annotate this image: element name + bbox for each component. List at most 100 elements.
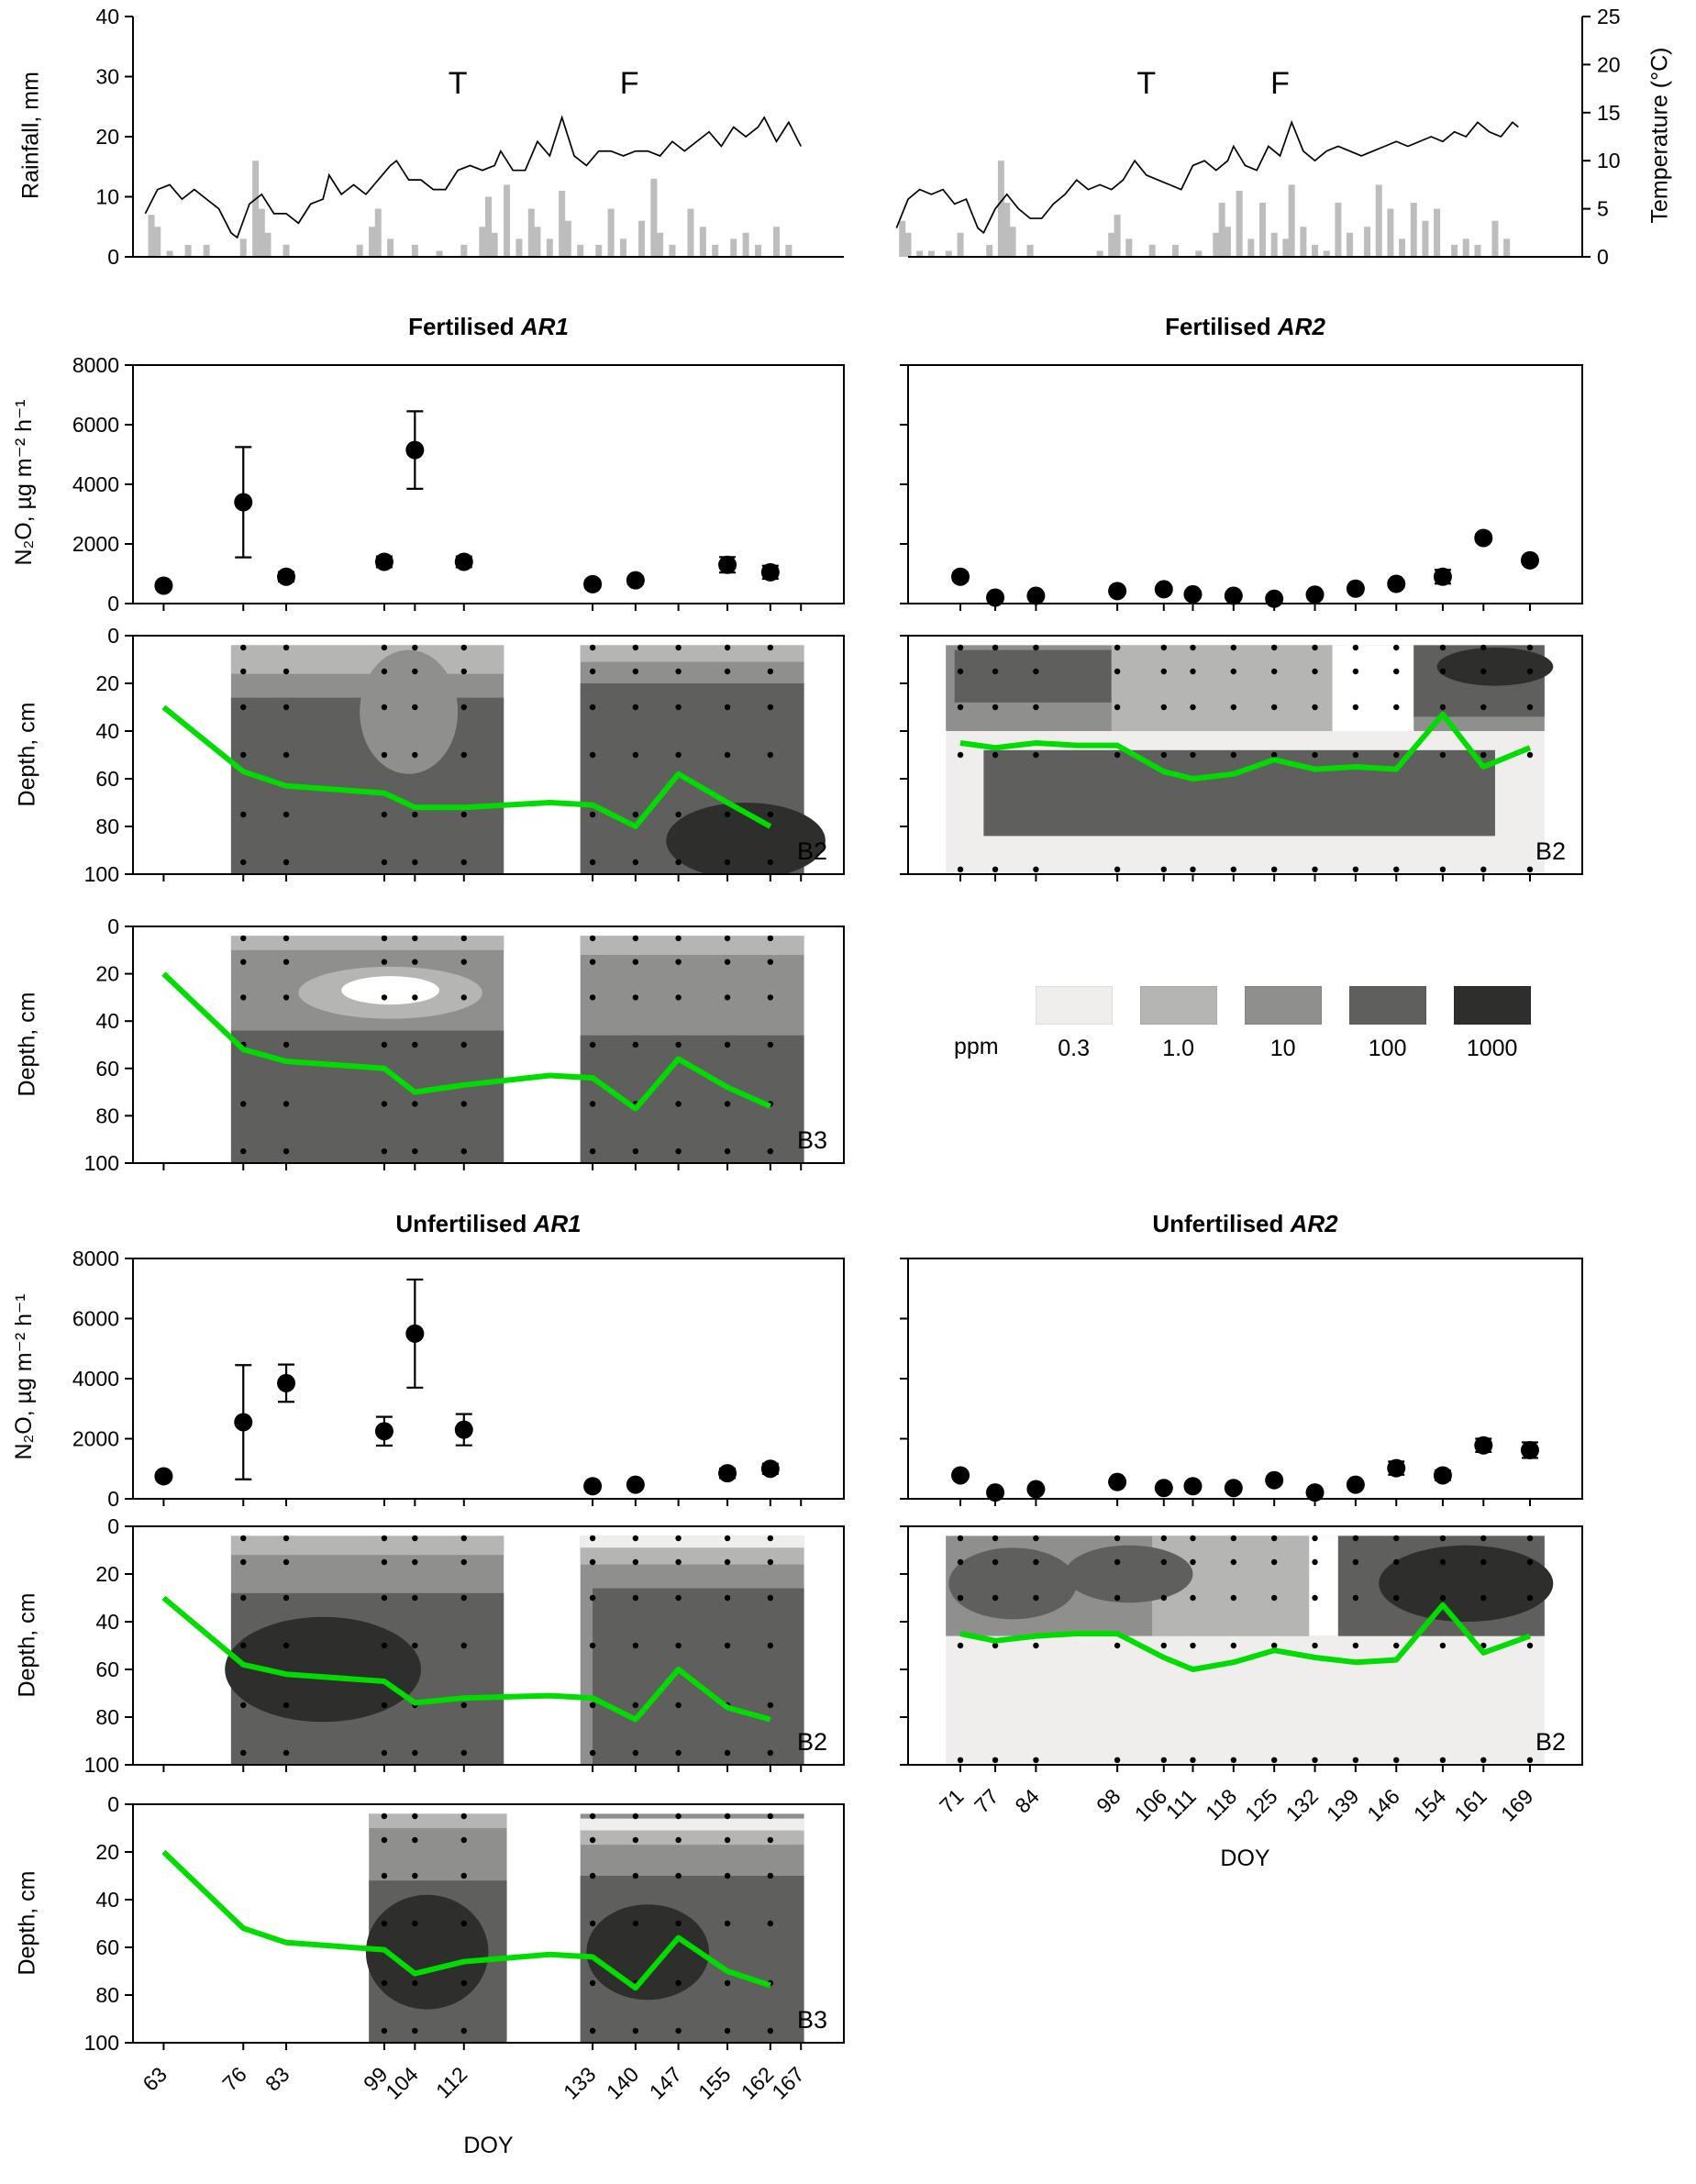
event-annotation: T (449, 66, 468, 101)
legend-level: 10 (1244, 986, 1322, 1062)
soil-gas-contour-unfertilised-ar1-b3: 0 20 40 60 80 100 63 76 83 99 104 112 133 140 147 155 16… (84, 1792, 845, 2104)
n2o-axis-label-unfertilised: N₂O, µg m⁻² h⁻¹ (11, 1293, 37, 1460)
n2o-axis-label-fertilised: N₂O, µg m⁻² h⁻¹ (11, 399, 37, 566)
soil-gas-contour-unfertilised-ar1-b2: 0 20 40 60 80 100 B2 (84, 1514, 845, 1777)
rain-bars (899, 161, 1511, 257)
depth-axis-label-unf-b3: Depth, cm (14, 1870, 40, 1976)
sample-point-dots (957, 644, 1534, 872)
depth-axis-label-fert-b3: Depth, cm (14, 992, 40, 1097)
title-em: AR2 (1277, 313, 1325, 340)
contour-field (225, 1535, 804, 1765)
doy-tick-label: 155 (693, 2062, 736, 2104)
svg-text:25: 25 (1597, 5, 1621, 28)
doy-tick-label: 118 (1201, 1784, 1241, 1824)
svg-text:40: 40 (95, 719, 119, 743)
doy-tick-label: 77 (970, 1784, 1003, 1817)
svg-text:60: 60 (95, 767, 119, 791)
n2o-flux-chart-unfertilised-ar2 (900, 1258, 1583, 1506)
svg-text:10: 10 (95, 185, 119, 209)
svg-text:80: 80 (95, 815, 119, 838)
block-label: B2 (1535, 837, 1566, 865)
contour-field (946, 1535, 1554, 1765)
n2o-flux-chart-fertilised-ar2 (900, 364, 1583, 611)
doy-tick-label: 111 (1161, 1784, 1201, 1824)
legend-swatches: 0.3 1.0 10 100 1000 (1035, 986, 1531, 1062)
chart-canvas: 0 20 40 60 80 100 B3 (84, 915, 845, 1175)
sample-point-dots (957, 1535, 1534, 1763)
water-table-line (161, 971, 772, 1112)
rain-bars (148, 161, 793, 257)
depth-axis-label-fert-b2: Depth, cm (14, 702, 40, 807)
block-label: B2 (1535, 1728, 1566, 1756)
chart-canvas: 0 5 10 15 20 25 T F (895, 5, 1621, 269)
doy-tick-label: 98 (1092, 1784, 1125, 1817)
depth-axis-label-unf-b2: Depth, cm (14, 1592, 40, 1698)
doy-tick-label: 104 (381, 2062, 423, 2104)
sample-point-dots (240, 935, 774, 1155)
legend-level: 100 (1348, 986, 1426, 1062)
legend-swatch (1035, 986, 1113, 1025)
unfertilised-ar1-title: Unfertilised AR1 (133, 1210, 844, 1238)
svg-text:10: 10 (1597, 149, 1621, 172)
svg-text:4000: 4000 (72, 472, 119, 496)
flux-points (154, 1278, 780, 1496)
doy-tick-label: 169 (1496, 1784, 1538, 1826)
flux-points (154, 410, 780, 595)
svg-text:40: 40 (95, 5, 119, 28)
sample-point-dots (240, 644, 774, 866)
svg-text:80: 80 (95, 1705, 119, 1729)
legend-swatch (1348, 986, 1426, 1025)
svg-text:6000: 6000 (72, 413, 119, 437)
doy-tick-label: 140 (602, 2062, 644, 2104)
doy-axis-title-right: DOY (1220, 1846, 1270, 1871)
doy-tick-label: 133 (559, 2062, 601, 2104)
legend-level: 0.3 (1035, 986, 1113, 1062)
flux-points (951, 1436, 1539, 1502)
svg-text:40: 40 (95, 1009, 119, 1033)
temperature-axis-label: Temperature (°C) (1646, 47, 1673, 224)
water-table-line (161, 1595, 771, 1723)
svg-text:2000: 2000 (72, 1427, 119, 1451)
legend-title: ppm (954, 1034, 999, 1059)
legend-swatch (1244, 986, 1322, 1025)
svg-text:15: 15 (1597, 101, 1621, 125)
doy-tick-label: 154 (1409, 1784, 1451, 1826)
svg-text:2000: 2000 (72, 532, 119, 556)
rainfall-temperature-chart-ar1: 0 10 20 30 40 T F (95, 5, 844, 269)
svg-text:0: 0 (107, 1487, 119, 1511)
svg-text:20: 20 (95, 671, 119, 695)
title-text: Unfertilised (395, 1210, 534, 1237)
chart-canvas: 0 2000 4000 6000 8000 (72, 1247, 845, 1511)
doy-tick-label: 76 (217, 2062, 250, 2095)
temperature-line (895, 119, 1519, 235)
svg-text:80: 80 (95, 1103, 119, 1127)
svg-text:0: 0 (107, 245, 119, 269)
rainfall-temperature-chart-ar2: 0 5 10 15 20 25 T F (895, 5, 1621, 269)
svg-text:0: 0 (1597, 245, 1609, 269)
svg-text:0: 0 (107, 592, 119, 615)
title-text: Unfertilised (1152, 1210, 1291, 1237)
svg-text:30: 30 (95, 65, 119, 89)
doy-tick-label: 83 (260, 2062, 294, 2095)
chart-canvas (900, 1258, 1583, 1506)
soil-gas-contour-fertilised-ar2-b2: B2 (900, 635, 1583, 881)
fertilised-ar2-title: Fertilised AR2 (908, 313, 1582, 341)
n2o-flux-chart-fertilised-ar1: 0 2000 4000 6000 8000 (72, 353, 845, 615)
svg-text:8000: 8000 (72, 353, 119, 377)
block-label: B2 (797, 837, 827, 865)
legend-level: 1.0 (1139, 986, 1217, 1062)
doy-tick-label: 125 (1240, 1784, 1282, 1826)
svg-text:40: 40 (95, 1610, 119, 1634)
water-table-line (161, 1849, 771, 1991)
contour-field (230, 645, 826, 874)
title-text: Fertilised (408, 313, 521, 340)
water-table-line (959, 711, 1532, 782)
fertilised-ar1-title: Fertilised AR1 (133, 313, 844, 341)
doy-tick-label: 147 (645, 2062, 687, 2104)
doy-tick-label: 132 (1281, 1784, 1324, 1826)
legend-label: 0.3 (1058, 1036, 1091, 1061)
doy-axis-title-left: DOY (463, 2133, 514, 2158)
block-label: B2 (797, 1728, 827, 1756)
